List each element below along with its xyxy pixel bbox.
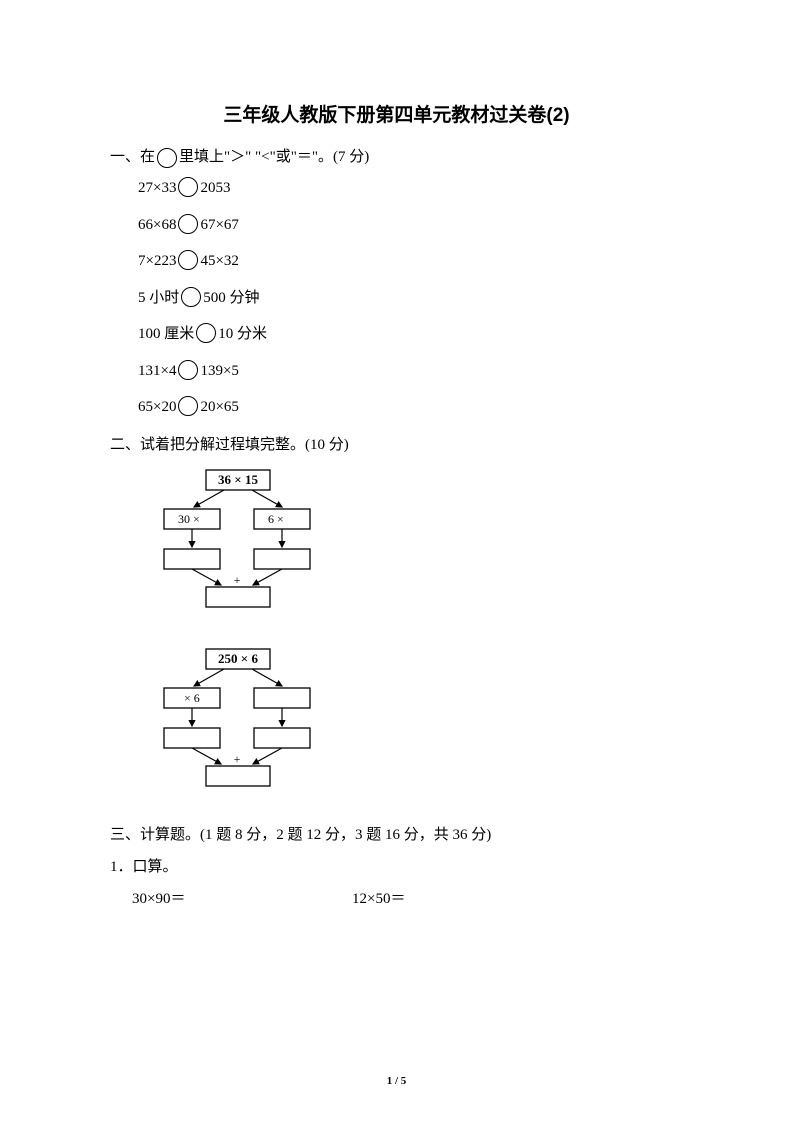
d1-top: 36 × 15 (218, 472, 258, 487)
calc-b: 12×50＝ (352, 887, 572, 908)
page-title: 三年级人教版下册第四单元教材过关卷(2) (110, 100, 683, 127)
calc-a: 30×90＝ (132, 887, 352, 908)
q-left: 7×223 (138, 250, 176, 273)
page: 三年级人教版下册第四单元教材过关卷(2) 一、在 里填上"＞" "<"或"＝"。(… (0, 0, 793, 1122)
q1-item: 66×68 67×67 (138, 214, 683, 237)
q-left: 131×4 (138, 360, 176, 383)
calc-row: 30×90＝ 12×50＝ (132, 887, 683, 908)
svg-text:+: + (234, 573, 241, 587)
q-right: 45×32 (200, 250, 238, 273)
d1-right: 6 × (268, 512, 284, 526)
section-3-sub1: 1．口算。 (110, 855, 683, 879)
s1-pre: 一、在 (110, 149, 155, 165)
q1-item: 27×33 2053 (138, 177, 683, 200)
d1-left: 30 × (178, 512, 200, 526)
section-2-heading: 二、试着把分解过程填完整。(10 分) (110, 433, 683, 457)
q-left: 65×20 (138, 396, 176, 419)
q-right: 20×65 (200, 396, 238, 419)
circle-icon (178, 177, 198, 197)
q-right: 139×5 (200, 360, 238, 383)
diagram-2: 250 × 6 × 6 + (146, 644, 683, 799)
q-left: 5 小时 (138, 287, 179, 310)
q1-item: 100 厘米 10 分米 (138, 323, 683, 346)
circle-icon (157, 148, 177, 168)
page-footer: 1 / 5 (0, 1075, 793, 1087)
q-right: 10 分米 (218, 323, 267, 346)
circle-icon (196, 323, 216, 343)
circle-icon (178, 214, 198, 234)
section-1-heading: 一、在 里填上"＞" "<"或"＝"。(7 分) (110, 145, 683, 169)
q1-item: 131×4 139×5 (138, 360, 683, 383)
diagram-1: 36 × 15 30 × 6 × + (146, 465, 683, 620)
q-right: 2053 (200, 177, 230, 200)
circle-icon (178, 396, 198, 416)
q1-item: 5 小时 500 分钟 (138, 287, 683, 310)
q1-item: 65×20 20×65 (138, 396, 683, 419)
section-3-heading: 三、计算题。(1 题 8 分，2 题 12 分，3 题 16 分，共 36 分) (110, 823, 683, 847)
q-right: 500 分钟 (203, 287, 259, 310)
q-left: 100 厘米 (138, 323, 194, 346)
q1-item: 7×223 45×32 (138, 250, 683, 273)
circle-icon (181, 287, 201, 307)
q-left: 66×68 (138, 214, 176, 237)
s1-post: 里填上"＞" "<"或"＝"。(7 分) (179, 149, 369, 165)
svg-text:+: + (234, 752, 241, 766)
d2-top: 250 × 6 (218, 651, 258, 666)
flowchart-1: 36 × 15 30 × 6 × + (146, 465, 336, 615)
q-left: 27×33 (138, 177, 176, 200)
d2-left: × 6 (184, 691, 200, 705)
circle-icon (178, 360, 198, 380)
circle-icon (178, 250, 198, 270)
q-right: 67×67 (200, 214, 238, 237)
flowchart-2: 250 × 6 × 6 + (146, 644, 336, 794)
